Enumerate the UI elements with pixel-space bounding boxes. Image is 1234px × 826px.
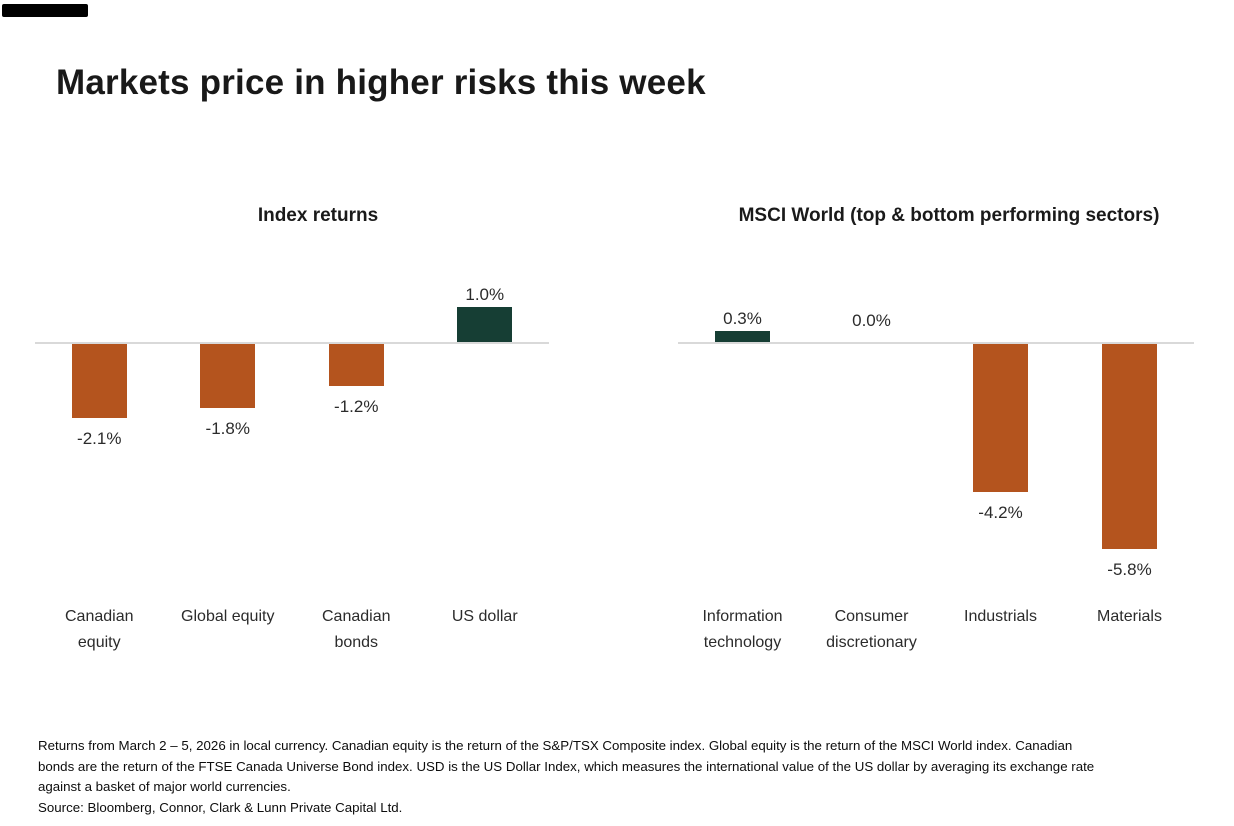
axis-line <box>35 342 549 344</box>
category-label: Information technology <box>702 604 782 656</box>
category-label-line: Canadian <box>65 608 134 625</box>
category-label-line: Consumer <box>834 608 909 625</box>
bar <box>973 344 1028 492</box>
category-label: Global equity <box>181 604 274 630</box>
bar-value-label: 0.0% <box>852 311 891 330</box>
category-label-line: discretionary <box>826 634 917 651</box>
category-label-line: Global equity <box>181 608 275 625</box>
bar-value-label: -5.8% <box>1107 560 1152 579</box>
footnote-line-1: Returns from March 2 – 5, 2026 in local … <box>38 738 1073 753</box>
bar <box>71 344 127 418</box>
footnote-line-2: bonds are the return of the FTSE Canada … <box>38 758 1095 774</box>
bar <box>1102 344 1157 549</box>
bar-value-label: -2.1% <box>77 429 122 448</box>
category-label: Materials <box>1097 604 1162 630</box>
footnote: Returns from March 2 – 5, 2026 in local … <box>38 736 1094 819</box>
corner-marker <box>2 4 88 17</box>
category-label: Canadian bonds <box>322 604 391 656</box>
bar <box>457 307 513 342</box>
bar-value-label: -1.8% <box>205 419 250 438</box>
category-label-line: equity <box>77 634 121 651</box>
bar-value-label: 0.3% <box>723 309 762 328</box>
bar <box>328 344 384 386</box>
category-label: Consumer discretionary <box>826 604 917 656</box>
bar-value-label: 1.0% <box>465 285 505 304</box>
category-label: US dollar <box>452 604 518 630</box>
bar-value-label: -4.2% <box>978 503 1023 522</box>
chart-title: Index returns <box>257 205 379 226</box>
category-label: Industrials <box>964 604 1037 630</box>
bar <box>200 344 256 408</box>
source-line: Source: Bloomberg, Connor, Clark & Lunn … <box>38 800 403 816</box>
bar-value-label: -1.2% <box>334 397 379 416</box>
category-label-line: Materials <box>1097 608 1162 625</box>
category-label-line: Canadian <box>322 608 391 625</box>
category-label-line: US dollar <box>451 608 518 625</box>
category-label-line: technology <box>703 634 782 651</box>
category-label-line: bonds <box>334 634 379 651</box>
category-label-line: Industrials <box>964 608 1037 625</box>
category-label-line: Information <box>702 608 783 625</box>
page-title: Markets price in higher risks this week <box>56 63 706 102</box>
chart-title: MSCI World (top & bottom performing sect… <box>738 205 1160 226</box>
bar <box>715 331 770 342</box>
axis-line <box>678 342 1194 344</box>
category-label: Canadian equity <box>65 604 134 656</box>
footnote-line-3: against a basket of major world currenci… <box>38 779 291 795</box>
